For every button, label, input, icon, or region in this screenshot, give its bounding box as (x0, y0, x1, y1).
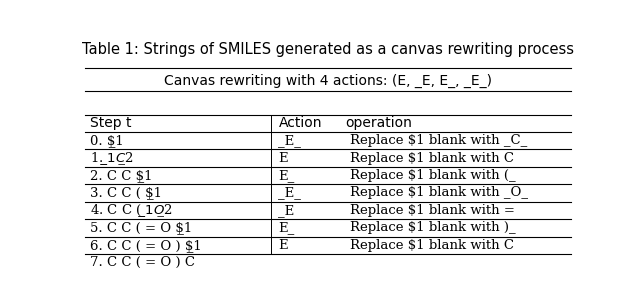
Text: E_: E_ (278, 169, 294, 182)
Text: 2. C C $̲1: 2. C C $̲1 (90, 169, 152, 182)
Text: Canvas rewriting with 4 actions: (E, _E, E_, _E_): Canvas rewriting with 4 actions: (E, _E,… (164, 74, 492, 88)
Text: 1. $̲1 C $̲2: 1. $̲1 C $̲2 (90, 150, 134, 167)
Text: 4. C C ( $̲1 O $̲2: 4. C C ( $̲1 O $̲2 (90, 202, 173, 219)
Text: Replace $1 blank with )_: Replace $1 blank with )_ (350, 221, 516, 234)
Text: 5. C C ( = O $̲1: 5. C C ( = O $̲1 (90, 221, 192, 234)
Text: Replace $1 blank with _C_: Replace $1 blank with _C_ (350, 134, 527, 147)
Text: Replace $1 blank with C: Replace $1 blank with C (350, 152, 515, 165)
Text: _E: _E (278, 204, 294, 217)
Text: Replace $1 blank with (_: Replace $1 blank with (_ (350, 169, 516, 182)
Text: E: E (278, 152, 288, 165)
Text: Replace $1 blank with _O_: Replace $1 blank with _O_ (350, 186, 528, 199)
Text: 3. C C ( $̲1: 3. C C ( $̲1 (90, 186, 162, 199)
Text: Replace $1 blank with =: Replace $1 blank with = (350, 204, 515, 217)
Text: 0. $̲1: 0. $̲1 (90, 134, 124, 147)
Text: E: E (278, 239, 288, 252)
Text: E_: E_ (278, 221, 294, 234)
Text: _E_: _E_ (278, 134, 301, 147)
Text: 6. C C ( = O ) $̲1: 6. C C ( = O ) $̲1 (90, 239, 202, 252)
Text: operation: operation (346, 116, 412, 130)
Text: Table 1: Strings of SMILES generated as a canvas rewriting process: Table 1: Strings of SMILES generated as … (82, 42, 574, 57)
Text: Action: Action (278, 116, 322, 130)
Text: 7. C C ( = O ) C: 7. C C ( = O ) C (90, 256, 195, 269)
Text: Step t: Step t (90, 116, 131, 130)
Text: Replace $1 blank with C: Replace $1 blank with C (350, 239, 515, 252)
Text: _E_: _E_ (278, 186, 301, 199)
